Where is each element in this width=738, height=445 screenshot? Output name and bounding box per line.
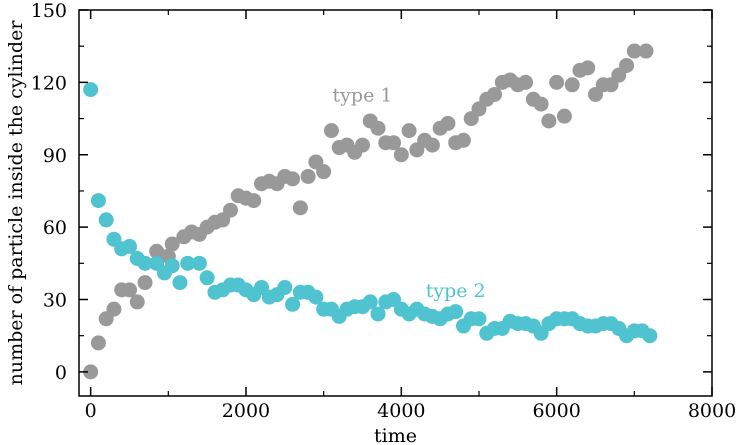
data-point (541, 113, 557, 129)
data-point (448, 304, 464, 320)
data-point (370, 306, 386, 322)
data-point (556, 108, 572, 124)
data-point (83, 82, 99, 98)
y-tick-label: 150 (31, 0, 67, 22)
data-point (580, 60, 596, 76)
y-axis-label: number of particle inside the cylinder (5, 20, 27, 386)
data-point (164, 236, 180, 252)
data-point (129, 294, 145, 310)
data-point (638, 43, 654, 59)
data-point (180, 255, 196, 271)
y-tick-label: 90 (43, 145, 67, 167)
data-point (393, 147, 409, 163)
data-point (308, 289, 324, 305)
data-point (362, 294, 378, 310)
data-point (199, 270, 215, 286)
data-point (277, 279, 293, 295)
plot-frame (78, 9, 713, 397)
x-axis-label: time (374, 425, 417, 445)
data-point (549, 74, 565, 90)
series-1 (83, 43, 654, 380)
data-point (455, 132, 471, 148)
data-point (316, 164, 332, 180)
data-point (285, 171, 301, 187)
labels-layer: time number of particle inside the cylin… (5, 20, 486, 445)
series-2 (83, 82, 658, 344)
data-point (354, 137, 370, 153)
data-point (121, 282, 137, 298)
data-point (386, 135, 402, 151)
data-point (300, 168, 316, 184)
data-point (564, 77, 580, 93)
data-point (370, 120, 386, 136)
data-point (121, 238, 137, 254)
data-point (285, 296, 301, 312)
ticks-layer: 0 2000 4000 6000 8000 0 30 60 90 120 150 (31, 0, 736, 422)
series-label-1: type 1 (333, 85, 393, 107)
y-tick-label: 120 (31, 72, 67, 94)
data-point (83, 364, 99, 380)
data-point (222, 202, 238, 218)
data-point (533, 96, 549, 112)
data-point (487, 86, 503, 102)
data-point (149, 243, 165, 259)
x-tick-label: 6000 (532, 400, 580, 422)
x-tick-label: 0 (85, 400, 97, 422)
data-point (164, 258, 180, 274)
y-tick-label: 0 (55, 362, 67, 384)
data-point (626, 43, 642, 59)
y-tick-label: 30 (43, 290, 67, 312)
data-point (401, 123, 417, 139)
data-point (440, 115, 456, 131)
data-point (642, 328, 658, 344)
data-point (246, 193, 262, 209)
data-point (90, 335, 106, 351)
data-point (137, 275, 153, 291)
y-tick-label: 60 (43, 217, 67, 239)
data-point (323, 123, 339, 139)
data-point (90, 193, 106, 209)
data-point (137, 255, 153, 271)
data-point (292, 200, 308, 216)
data-point (424, 137, 440, 153)
data-point (518, 74, 534, 90)
data-point (191, 255, 207, 271)
data-point (172, 275, 188, 291)
data-point (106, 301, 122, 317)
x-tick-label: 2000 (222, 400, 270, 422)
data-point (471, 311, 487, 327)
x-tick-label: 8000 (688, 400, 736, 422)
x-tick-label: 4000 (377, 400, 425, 422)
series-label-2: type 2 (426, 280, 486, 302)
data-point (619, 57, 635, 73)
marks-layer (83, 43, 658, 380)
data-point (98, 212, 114, 228)
